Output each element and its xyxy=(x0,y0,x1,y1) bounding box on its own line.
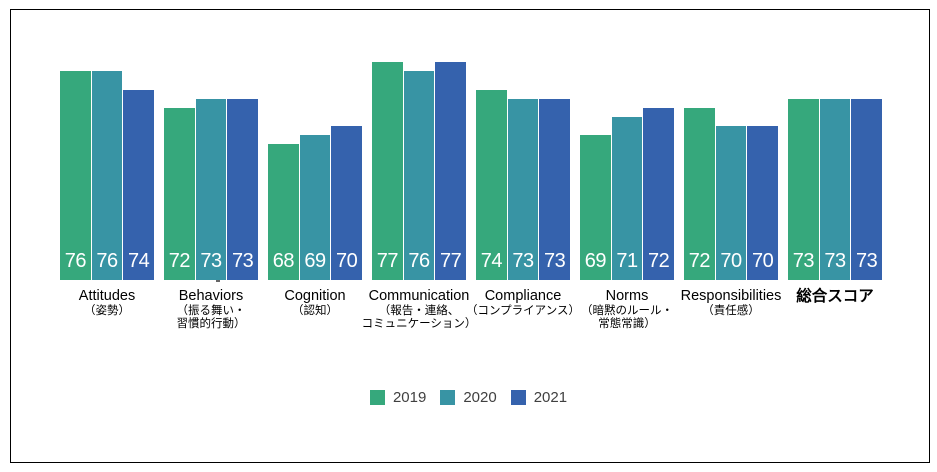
bar-2019[interactable]: 76 xyxy=(60,71,91,280)
bar-2021[interactable]: 73 xyxy=(539,99,571,280)
legend-item-2019[interactable]: 2019 xyxy=(369,389,427,406)
bar-2021[interactable]: 74 xyxy=(123,90,155,280)
bar-2020[interactable]: 69 xyxy=(299,135,331,280)
bar-2020[interactable]: 70 xyxy=(715,126,747,280)
bar-value-label: 77 xyxy=(376,250,399,272)
category-name-japanese: 常態常識） xyxy=(598,318,656,330)
category-label-compliance: Compliance （コンプライアンス） xyxy=(466,288,580,331)
category-name: Responsibilities xyxy=(680,288,782,304)
bar-value-label: 69 xyxy=(584,250,607,272)
category-label-communication: Communication （報告・連絡、 コミュニケーション） xyxy=(362,288,477,331)
bar-value-label: 72 xyxy=(168,250,191,272)
bar-2021[interactable]: 77 xyxy=(435,62,467,280)
category-label-norms: Norms （暗黙のルール・ 常態常識） xyxy=(580,288,674,331)
category-name: Cognition xyxy=(284,288,346,304)
bar-2019[interactable]: 72 xyxy=(164,108,195,280)
category-name: 総合スコア xyxy=(796,288,874,305)
bar-value-label: 70 xyxy=(752,250,774,272)
bar-chart-plot-area: 76 76 74 72 73 73 68 69 70 77 76 77 74 73 73 69 71 72 72 70… xyxy=(60,0,883,280)
category-name: Behaviors xyxy=(178,288,244,304)
bar-value-label: 73 xyxy=(856,250,878,272)
bar-2019[interactable]: 69 xyxy=(580,135,611,280)
bar-group-responsibilities: 72 70 70 xyxy=(684,0,779,280)
category-name: Attitudes xyxy=(78,288,136,304)
bar-value-label: 69 xyxy=(304,250,326,272)
category-name-japanese: 習慣的行動） xyxy=(176,318,246,330)
category-label-behaviors: Behaviors （振る舞い・ 習慣的行動） xyxy=(164,288,258,331)
bar-2019[interactable]: 73 xyxy=(788,99,819,280)
bar-2020[interactable]: 73 xyxy=(507,99,539,280)
category-name-japanese: （コンプライアンス） xyxy=(466,305,580,317)
bar-value-label: 73 xyxy=(824,250,846,272)
bar-value-label: 76 xyxy=(96,250,118,272)
legend-swatch-icon xyxy=(369,390,385,405)
bar-2021[interactable]: 70 xyxy=(747,126,779,280)
legend-label: 2019 xyxy=(392,389,427,406)
bar-2020[interactable]: 76 xyxy=(91,71,123,280)
category-name-japanese: （姿勢） xyxy=(84,305,130,317)
legend-item-2020[interactable]: 2020 xyxy=(440,389,497,406)
bar-2021[interactable]: 73 xyxy=(227,99,259,280)
bar-group-behaviors: 72 73 73 xyxy=(164,0,259,280)
category-label-cognition: Cognition （認知） xyxy=(268,288,362,331)
bar-group--: 73 73 73 xyxy=(788,0,883,280)
bar-2021[interactable]: 73 xyxy=(851,99,883,280)
category-name: Communication xyxy=(368,288,470,304)
axis-tick xyxy=(216,280,220,282)
chart-legend: 2019 2020 2021 xyxy=(0,390,937,405)
bar-2020[interactable]: 73 xyxy=(819,99,851,280)
bar-2019[interactable]: 77 xyxy=(372,62,403,280)
category-axis-labels: Attitudes （姿勢） Behaviors （振る舞い・ 習慣的行動） Cognit… xyxy=(60,288,882,331)
category-label-attitudes: Attitudes （姿勢） xyxy=(60,288,154,331)
bar-group-cognition: 68 69 70 xyxy=(268,0,363,280)
bar-group-compliance: 74 73 73 xyxy=(476,0,571,280)
category-name-japanese: （報告・連絡、 xyxy=(378,305,460,317)
bar-value-label: 72 xyxy=(688,250,711,272)
legend-label: 2020 xyxy=(463,389,497,406)
bar-value-label: 73 xyxy=(232,250,254,272)
bar-2020[interactable]: 76 xyxy=(403,71,435,280)
bar-group-attitudes: 76 76 74 xyxy=(60,0,155,280)
bar-value-label: 70 xyxy=(336,250,358,272)
bar-2021[interactable]: 72 xyxy=(643,108,675,280)
bar-value-label: 76 xyxy=(64,250,87,272)
category-name-japanese: コミュニケーション） xyxy=(361,318,477,330)
category-name: Norms xyxy=(605,288,649,304)
bar-value-label: 76 xyxy=(408,250,430,272)
bar-value-label: 74 xyxy=(480,250,503,272)
legend-swatch-icon xyxy=(440,390,456,405)
bar-value-label: 77 xyxy=(440,250,462,272)
bar-value-label: 73 xyxy=(200,250,222,272)
bar-group-norms: 69 71 72 xyxy=(580,0,675,280)
bar-value-label: 73 xyxy=(544,250,566,272)
category-name-japanese: （責任感） xyxy=(702,305,760,317)
bar-value-label: 70 xyxy=(720,250,742,272)
bar-2019[interactable]: 72 xyxy=(684,108,715,280)
category-name-japanese: （暗黙のルール・ xyxy=(581,305,673,317)
bar-2021[interactable]: 70 xyxy=(331,126,363,280)
bar-2020[interactable]: 73 xyxy=(195,99,227,280)
bar-value-label: 72 xyxy=(648,250,670,272)
category-label-responsibilities: Responsibilities （責任感） xyxy=(681,288,782,331)
bar-2019[interactable]: 68 xyxy=(268,144,299,280)
bar-value-label: 73 xyxy=(512,250,534,272)
legend-item-2021[interactable]: 2021 xyxy=(510,389,568,406)
bar-2020[interactable]: 71 xyxy=(611,117,643,280)
category-name: Compliance xyxy=(484,288,562,304)
bar-group-communication: 77 76 77 xyxy=(372,0,467,280)
category-name-japanese: （認知） xyxy=(292,305,338,317)
bar-value-label: 71 xyxy=(616,250,638,272)
legend-label: 2021 xyxy=(533,389,568,406)
legend-swatch-icon xyxy=(510,390,526,405)
bar-value-label: 73 xyxy=(792,250,815,272)
category-name-japanese: （振る舞い・ xyxy=(176,305,246,317)
bar-value-label: 68 xyxy=(272,250,295,272)
bar-2019[interactable]: 74 xyxy=(476,90,507,280)
category-label--: 総合スコア xyxy=(788,288,882,331)
bar-value-label: 74 xyxy=(128,250,150,272)
